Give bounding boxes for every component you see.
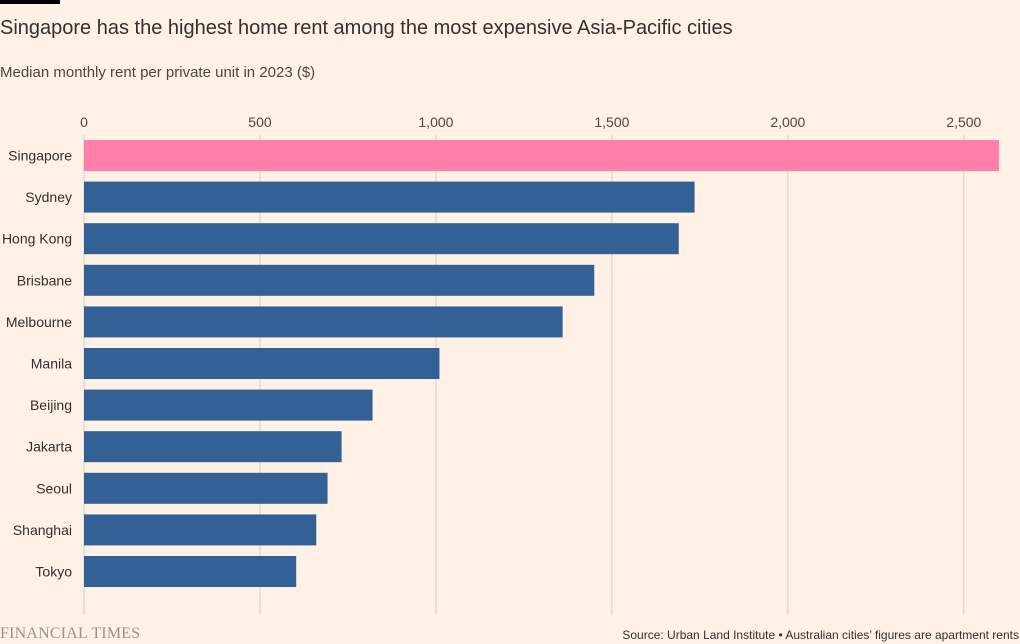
- bar-melbourne: [84, 306, 563, 338]
- category-label-shanghai: Shanghai: [13, 522, 72, 538]
- bar-tokyo: [84, 556, 297, 587]
- bar-singapore: [84, 140, 999, 171]
- bar-chart: 0 500 1,000 1,500 2,000 2,500 Singapore Sydney…: [2, 114, 999, 615]
- category-label-hong-kong: Hong Kong: [2, 231, 72, 247]
- x-tick-label: 1,000: [418, 114, 453, 130]
- bar-seoul: [84, 472, 328, 504]
- chart-subtitle: Median monthly rent per private unit in …: [0, 64, 316, 81]
- category-label-tokyo: Tokyo: [35, 564, 72, 580]
- bars: [84, 140, 999, 587]
- x-tick-label: 2,000: [770, 114, 805, 130]
- category-label-singapore: Singapore: [8, 148, 72, 164]
- x-tick-label: 1,500: [594, 114, 629, 130]
- bar-jakarta: [84, 431, 342, 463]
- category-label-melbourne: Melbourne: [6, 314, 72, 330]
- x-tick-label: 2,500: [946, 114, 981, 130]
- bar-shanghai: [84, 514, 317, 546]
- category-label-sydney: Sydney: [25, 189, 72, 205]
- category-label-jakarta: Jakarta: [26, 439, 72, 455]
- x-axis-ticks: 0 500 1,000 1,500 2,000 2,500: [80, 114, 981, 130]
- category-label-manila: Manila: [31, 356, 72, 372]
- category-label-brisbane: Brisbane: [17, 272, 72, 288]
- bar-sydney: [84, 181, 695, 213]
- x-tick-label: 0: [80, 114, 88, 130]
- bar-manila: [84, 348, 440, 379]
- top-rule: [0, 0, 60, 4]
- ft-logo: FINANCIAL TIMES: [0, 625, 141, 642]
- category-label-seoul: Seoul: [36, 480, 72, 496]
- bar-hong-kong: [84, 223, 679, 255]
- bar-brisbane: [84, 264, 595, 296]
- category-label-beijing: Beijing: [30, 397, 72, 413]
- chart-title: Singapore has the highest home rent amon…: [0, 17, 733, 39]
- category-labels: Singapore Sydney Hong Kong Brisbane Melbourn…: [2, 148, 72, 580]
- bar-beijing: [84, 389, 373, 421]
- x-tick-label: 500: [248, 114, 272, 130]
- source-note: Source: Urban Land Institute • Australia…: [622, 628, 1019, 642]
